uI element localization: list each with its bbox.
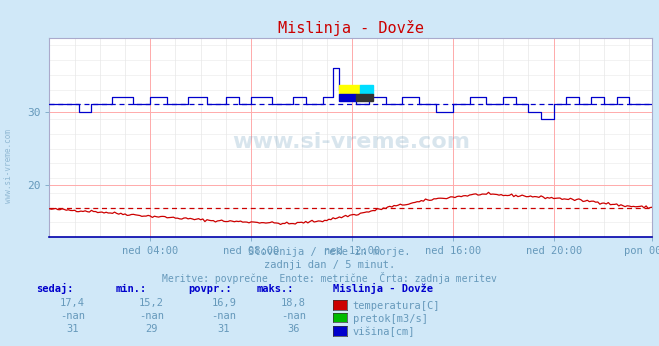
Text: maks.:: maks.: xyxy=(257,284,295,294)
Text: pretok[m3/s]: pretok[m3/s] xyxy=(353,314,428,324)
Text: 16,9: 16,9 xyxy=(212,298,237,308)
Bar xyxy=(356,94,372,101)
Text: www.si-vreme.com: www.si-vreme.com xyxy=(4,129,13,203)
Bar xyxy=(339,85,360,94)
Bar xyxy=(360,85,372,94)
Text: -nan: -nan xyxy=(212,311,237,321)
Text: Meritve: povprečne  Enote: metrične  Črta: zadnja meritev: Meritve: povprečne Enote: metrične Črta:… xyxy=(162,272,497,284)
Text: -nan: -nan xyxy=(139,311,164,321)
Text: zadnji dan / 5 minut.: zadnji dan / 5 minut. xyxy=(264,260,395,270)
Text: -nan: -nan xyxy=(60,311,85,321)
Text: 31: 31 xyxy=(218,324,230,334)
Text: 29: 29 xyxy=(146,324,158,334)
Text: 15,2: 15,2 xyxy=(139,298,164,308)
Text: 31: 31 xyxy=(67,324,78,334)
Text: povpr.:: povpr.: xyxy=(188,284,231,294)
Text: Mislinja - Dovže: Mislinja - Dovže xyxy=(333,283,433,294)
Text: sedaj:: sedaj: xyxy=(36,283,74,294)
Bar xyxy=(339,94,356,101)
Title: Mislinja - Dovže: Mislinja - Dovže xyxy=(278,19,424,36)
Text: -nan: -nan xyxy=(281,311,306,321)
Text: 17,4: 17,4 xyxy=(60,298,85,308)
Text: Slovenija / reke in morje.: Slovenija / reke in morje. xyxy=(248,247,411,257)
Text: temperatura[C]: temperatura[C] xyxy=(353,301,440,311)
Text: 36: 36 xyxy=(287,324,299,334)
Text: min.:: min.: xyxy=(115,284,146,294)
Text: 18,8: 18,8 xyxy=(281,298,306,308)
Text: www.si-vreme.com: www.si-vreme.com xyxy=(232,131,470,152)
Text: višina[cm]: višina[cm] xyxy=(353,327,415,337)
